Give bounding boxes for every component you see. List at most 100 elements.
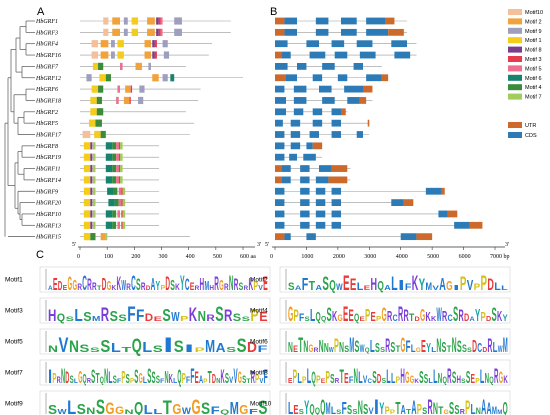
logo-letter: Q [315, 405, 320, 415]
logo-letter: L [431, 345, 436, 354]
logo-letter: G [219, 278, 224, 294]
motif-box [103, 17, 109, 25]
logo-letter: D [377, 371, 381, 386]
logo-letter: Y [180, 271, 185, 295]
legend-swatch [508, 74, 522, 81]
logo-letter: M [497, 410, 502, 415]
motif-box [160, 28, 163, 36]
motif-box [83, 233, 91, 241]
logo-letter: S [327, 304, 332, 326]
cds-box [359, 51, 376, 59]
logo-letter: G [410, 374, 414, 386]
logo-letter: E [421, 336, 426, 356]
gene-labels: HbGRF1 HbGRF3 HbGRF4 HbGRF16 HbGRF7 HbGRF12 Hb… [35, 19, 62, 241]
cds-box [331, 108, 341, 116]
logo-title: Motif5 [5, 339, 23, 346]
cds-box [306, 142, 313, 150]
logo-letter: T [208, 367, 212, 387]
motif-box [112, 28, 121, 36]
logo-letter: G [191, 395, 200, 415]
logo-letter: G [105, 400, 114, 415]
structure-legend: UTR CDS [508, 122, 537, 139]
logo-letter: N [125, 410, 134, 415]
motif-legend: Motif10 Motif 2 Motif 9 Motif 1 Motif 8 Motif… [508, 9, 543, 101]
motif-box [122, 221, 126, 229]
panel-label-a: A [37, 6, 45, 18]
logo-letter: A [151, 274, 156, 294]
motif-box [125, 85, 131, 93]
motif-box [120, 62, 123, 70]
logo-letter: Q [132, 335, 142, 357]
cds-box [319, 165, 332, 172]
logo-letter: N [324, 340, 329, 355]
cds-box [300, 210, 310, 218]
motif-box [138, 96, 144, 105]
logo-letter: E [293, 402, 298, 415]
logo-letter: S [322, 273, 329, 295]
motif-box [121, 199, 123, 207]
axis-b-tick-label: 2000 [333, 254, 345, 260]
motif-box [90, 96, 97, 105]
logo-letter: S [299, 407, 304, 415]
motif-box [110, 40, 115, 48]
motif-box [170, 74, 175, 82]
cds-box [300, 187, 310, 195]
motif-box [158, 17, 161, 25]
logo-letter: P [460, 273, 467, 295]
motif-box [116, 142, 119, 150]
logo-letter: N [452, 333, 457, 357]
logo-letter: I [453, 283, 460, 292]
logo-letter: I [374, 395, 379, 415]
gene-label: HbGRF12 [35, 76, 61, 82]
logo-letter: P [293, 366, 297, 388]
cds-box [309, 51, 326, 59]
panel-label-b: B [270, 6, 277, 18]
logo-letter: N [438, 371, 442, 387]
logo-letter: S [344, 343, 349, 354]
axis-a-tick-label: 0 [77, 254, 80, 260]
motif-box [116, 153, 119, 161]
logo-letter: S [462, 343, 467, 355]
logo-letter: F [405, 281, 412, 292]
cds-box [312, 119, 323, 127]
logo-letter: Q [321, 314, 326, 323]
cds-box [331, 199, 341, 206]
motif-box [94, 130, 101, 139]
legend-label: UTR [525, 123, 536, 129]
motif-box [107, 187, 114, 195]
cds-box [284, 233, 291, 241]
axis-b-tick-label: 4000 [396, 254, 408, 260]
motif-box [123, 28, 128, 36]
logo-letter: L [493, 340, 498, 356]
logo-letter: S [239, 281, 244, 293]
cds-box [275, 221, 285, 229]
logo-letter: R [101, 304, 109, 326]
gene-label: HbGRF8 [35, 144, 58, 150]
cds-box [275, 40, 288, 48]
cds-box [275, 187, 285, 195]
logo-letter: S [233, 312, 241, 324]
motif-box [122, 210, 126, 218]
axis-a-tick-label: 600 aa [240, 254, 256, 260]
logo-letter: V [432, 286, 439, 292]
logo-letter: S [237, 335, 247, 357]
logo-letter: P [481, 309, 486, 324]
logo-letter: F [249, 407, 259, 415]
motif-box [83, 153, 91, 161]
logo-letter: S [48, 402, 58, 415]
axis-b-tick-label: 1000 [301, 254, 313, 260]
logo-letter: F [264, 366, 268, 388]
logo-frame [279, 359, 511, 386]
logo-letter: L [370, 336, 375, 356]
logo-letter: S [96, 395, 105, 415]
logo-letter: Y [304, 397, 309, 415]
logo-letter: G [420, 305, 425, 325]
logo-letter: W [437, 304, 442, 326]
logo-letter: W [360, 343, 365, 355]
logo-letter: G [401, 333, 406, 357]
logo-letter: T [395, 343, 400, 354]
logo-letter: G [239, 402, 248, 415]
motif-box [100, 233, 106, 241]
cds-box [281, 165, 291, 172]
